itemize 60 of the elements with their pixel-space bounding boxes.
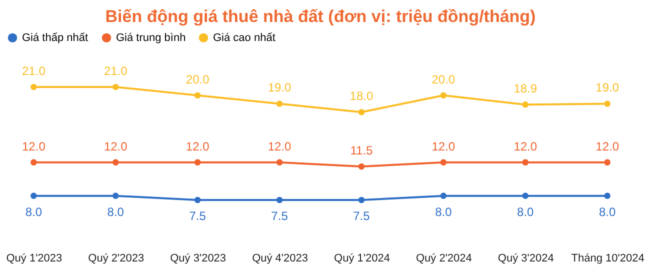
data-label: 20.0: [432, 72, 456, 86]
data-label: 12.0: [186, 139, 210, 154]
data-label: 12.0: [104, 139, 128, 154]
legend-label: Giá thấp nhất: [22, 32, 88, 44]
data-label: 8.0: [25, 204, 42, 219]
data-label: 12.0: [596, 139, 620, 154]
data-label: 20.0: [186, 72, 210, 86]
point: [276, 159, 283, 166]
data-label: 11.5: [350, 144, 374, 158]
point: [194, 159, 201, 166]
x-tick-label: Quý 2'2024: [416, 252, 472, 264]
point: [112, 84, 119, 90]
point: [30, 84, 37, 90]
x-tick-label: Quý 3'2023: [170, 252, 226, 264]
data-label: 8.0: [598, 204, 616, 219]
chart-title: Biến động giá thuê nhà đất (đơn vị: triệu đồng/tháng): [105, 7, 536, 26]
data-label: 12.0: [268, 139, 292, 154]
data-label: 12.0: [514, 139, 538, 154]
point: [358, 196, 365, 204]
data-label: 7.5: [271, 209, 288, 223]
data-label: 7.5: [189, 209, 206, 223]
x-tick-label: Quý 1'2023: [6, 252, 62, 264]
point: [604, 100, 610, 107]
point: [194, 92, 201, 99]
data-label: 8.0: [107, 204, 124, 219]
data-label: 19.0: [596, 80, 620, 95]
data-label: 21.0: [104, 64, 128, 78]
x-tick-label: Quý 4'2023: [252, 252, 308, 264]
point: [522, 101, 529, 108]
x-tick-label: Quý 2'2023: [88, 252, 144, 264]
point: [440, 192, 447, 199]
data-label: 8.0: [435, 204, 452, 219]
point: [522, 192, 529, 199]
data-label: 19.0: [268, 80, 292, 95]
point: [276, 100, 283, 107]
point: [358, 108, 365, 116]
legend-label: Giá cao nhất: [213, 32, 276, 44]
point: [440, 92, 447, 99]
legend-label: Giá trung bình: [116, 32, 186, 44]
point: [30, 192, 37, 199]
point: [30, 159, 37, 166]
point: [112, 192, 119, 199]
point: [604, 192, 610, 199]
point: [358, 163, 365, 170]
x-tick-label: Quý 1'2024: [334, 252, 390, 264]
point: [194, 196, 201, 204]
x-tick-label: Tháng 10'2024: [571, 252, 644, 264]
point: [604, 159, 610, 166]
data-label: 7.5: [353, 209, 370, 223]
data-label: 18.9: [514, 82, 538, 96]
point: [112, 159, 119, 166]
data-label: 21.0: [22, 64, 46, 78]
point: [440, 159, 447, 166]
point: [522, 159, 529, 166]
data-label: 12.0: [432, 139, 456, 154]
data-label: 8.0: [517, 204, 534, 219]
data-label: 18.0: [350, 89, 374, 104]
point: [276, 196, 283, 204]
x-tick-label: Quý 3'2024: [498, 252, 554, 264]
data-label: 12.0: [22, 139, 46, 154]
